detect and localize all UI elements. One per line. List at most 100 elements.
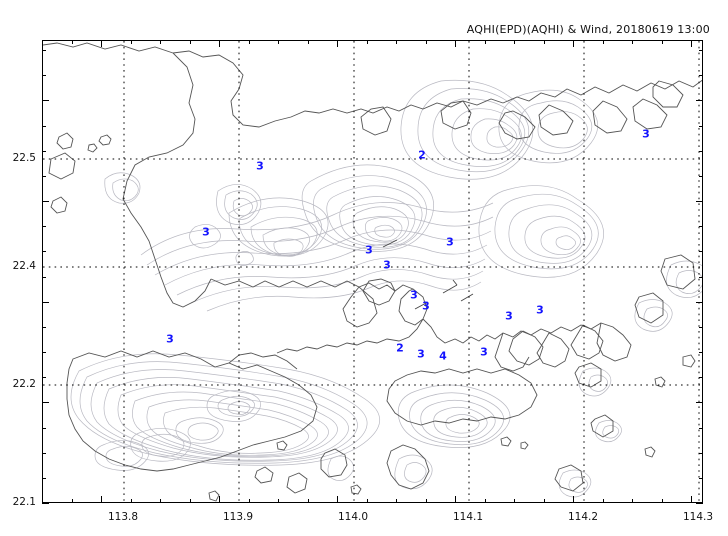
x-minor-tick <box>308 40 309 44</box>
x-minor-tick <box>131 499 132 503</box>
y-minor-tick <box>699 377 703 378</box>
x-minor-tick <box>426 40 427 44</box>
y-minor-tick <box>699 352 703 353</box>
x-minor-tick <box>72 499 73 503</box>
y-minor-tick <box>699 50 703 51</box>
y-minor-tick <box>42 453 46 454</box>
x-minor-tick <box>396 499 397 503</box>
y-major-tick <box>42 302 49 303</box>
x-axis-tick-label-1: 113.9 <box>222 511 254 523</box>
y-minor-tick <box>42 50 46 51</box>
x-minor-tick <box>249 499 250 503</box>
x-minor-tick <box>190 499 191 503</box>
x-minor-tick <box>308 499 309 503</box>
station-value-3: 2 <box>418 148 426 162</box>
y-minor-tick <box>42 151 46 152</box>
x-major-tick <box>691 496 692 503</box>
x-minor-tick <box>72 40 73 44</box>
x-minor-tick <box>514 40 515 44</box>
y-minor-tick <box>42 352 46 353</box>
y-axis-tick-label-2: 22.2 <box>12 378 36 390</box>
x-major-tick <box>573 40 574 47</box>
x-minor-tick <box>603 40 604 44</box>
y-major-tick <box>42 503 49 504</box>
wind-barbs <box>382 239 474 310</box>
x-minor-tick <box>367 40 368 44</box>
y-minor-tick <box>699 478 703 479</box>
x-minor-tick <box>190 40 191 44</box>
y-minor-tick <box>42 377 46 378</box>
x-minor-tick <box>160 499 161 503</box>
station-value-7: 3 <box>383 258 391 272</box>
y-minor-tick <box>42 478 46 479</box>
x-minor-tick <box>426 499 427 503</box>
grid-lines <box>43 41 702 502</box>
y-major-tick <box>42 201 49 202</box>
station-value-6: 3 <box>365 243 373 257</box>
station-value-13: 2 <box>396 341 404 355</box>
x-axis-tick-label-0: 113.8 <box>107 511 139 523</box>
x-minor-tick <box>662 499 663 503</box>
y-minor-tick <box>699 226 703 227</box>
y-minor-tick <box>42 251 46 252</box>
y-minor-tick <box>699 151 703 152</box>
station-value-12: 3 <box>166 332 174 346</box>
y-minor-tick <box>42 327 46 328</box>
y-axis-tick-label-1: 22.4 <box>12 260 36 272</box>
station-value-2: 3 <box>256 159 264 173</box>
x-minor-tick <box>662 40 663 44</box>
x-minor-tick <box>396 40 397 44</box>
x-major-tick <box>573 496 574 503</box>
y-major-tick <box>696 100 703 101</box>
y-minor-tick <box>42 226 46 227</box>
y-major-tick <box>696 503 703 504</box>
station-value-11: 3 <box>536 303 544 317</box>
x-minor-tick <box>278 499 279 503</box>
y-minor-tick <box>699 176 703 177</box>
x-minor-tick <box>160 40 161 44</box>
y-minor-tick <box>699 277 703 278</box>
y-major-tick <box>696 402 703 403</box>
y-minor-tick <box>42 277 46 278</box>
station-value-14: 3 <box>417 347 425 361</box>
y-major-tick <box>696 201 703 202</box>
coastlines <box>43 42 702 502</box>
y-minor-tick <box>42 126 46 127</box>
station-value-5: 3 <box>446 235 454 249</box>
y-minor-tick <box>699 453 703 454</box>
x-minor-tick <box>278 40 279 44</box>
x-axis-tick-label-2: 114.0 <box>337 511 369 523</box>
x-major-tick <box>455 496 456 503</box>
station-value-9: 3 <box>422 299 430 313</box>
chart-title: AQHI(EPD)(AQHI) & Wind, 20180619 13:00 <box>466 23 710 36</box>
y-minor-tick <box>42 176 46 177</box>
y-minor-tick <box>42 428 46 429</box>
x-minor-tick <box>544 40 545 44</box>
map-canvas <box>43 41 702 502</box>
y-axis-tick-label-0: 22.5 <box>12 152 36 164</box>
x-minor-tick <box>249 40 250 44</box>
x-minor-tick <box>367 499 368 503</box>
x-major-tick <box>337 40 338 47</box>
x-major-tick <box>101 496 102 503</box>
x-axis-tick-label-3: 114.1 <box>452 511 484 523</box>
x-major-tick <box>219 496 220 503</box>
x-minor-tick <box>514 499 515 503</box>
station-value-15: 4 <box>439 349 447 363</box>
y-minor-tick <box>699 327 703 328</box>
x-minor-tick <box>632 499 633 503</box>
x-major-tick <box>101 40 102 47</box>
x-minor-tick <box>544 499 545 503</box>
x-minor-tick <box>603 499 604 503</box>
x-major-tick <box>455 40 456 47</box>
x-axis-tick-label-5: 114.3 <box>682 511 714 523</box>
station-value-8: 3 <box>410 288 418 302</box>
x-major-tick <box>337 496 338 503</box>
map-plot-area[interactable] <box>42 40 703 503</box>
station-value-16: 3 <box>480 345 488 359</box>
y-minor-tick <box>699 75 703 76</box>
x-minor-tick <box>485 40 486 44</box>
x-minor-tick <box>485 499 486 503</box>
y-minor-tick <box>699 428 703 429</box>
